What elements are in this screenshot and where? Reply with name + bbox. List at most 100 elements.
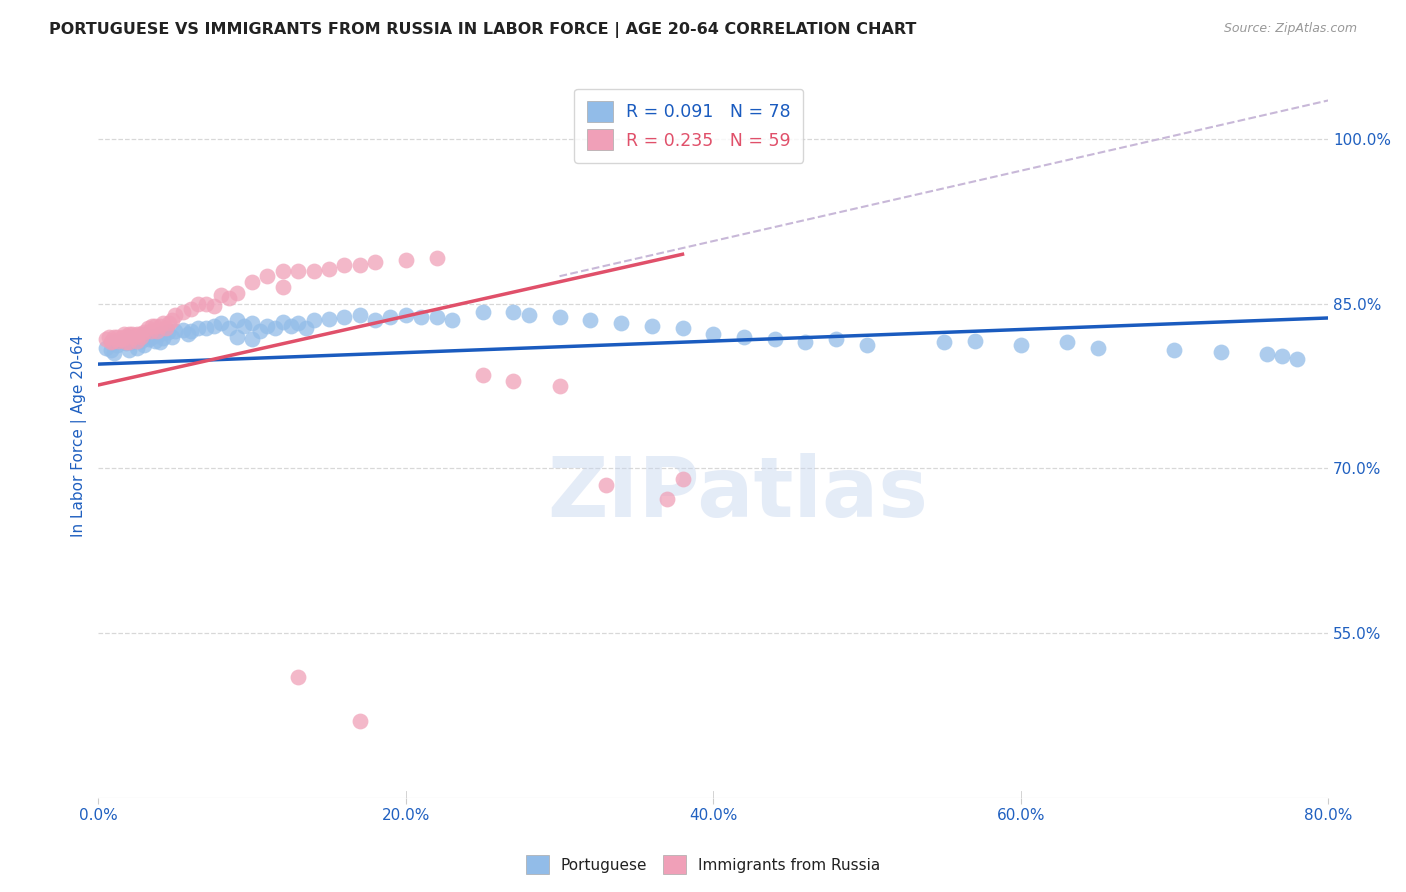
Point: [595, 478, 617, 492]
Point: [143, 318, 166, 333]
Point: [349, 308, 371, 322]
Point: [240, 317, 263, 331]
Point: [548, 310, 571, 324]
Point: [187, 296, 209, 310]
Point: [149, 335, 172, 350]
Point: [318, 312, 340, 326]
Point: [122, 329, 145, 343]
Point: [471, 368, 494, 383]
Point: [333, 310, 356, 324]
Point: [225, 313, 247, 327]
Point: [280, 318, 302, 333]
Point: [1010, 338, 1032, 352]
Point: [287, 264, 309, 278]
Point: [349, 714, 371, 728]
Point: [111, 329, 134, 343]
Point: [1087, 341, 1109, 355]
Point: [302, 313, 325, 327]
Point: [172, 323, 194, 337]
Point: [143, 334, 166, 348]
Point: [98, 329, 121, 343]
Point: [425, 310, 447, 324]
Point: [579, 313, 602, 327]
Point: [131, 329, 153, 343]
Point: [160, 329, 183, 343]
Point: [136, 321, 159, 335]
Point: [271, 315, 294, 329]
Point: [671, 321, 693, 335]
Point: [180, 324, 202, 338]
Point: [125, 341, 148, 355]
Point: [249, 324, 271, 338]
Point: [1256, 347, 1278, 361]
Text: PORTUGUESE VS IMMIGRANTS FROM RUSSIA IN LABOR FORCE | AGE 20-64 CORRELATION CHAR: PORTUGUESE VS IMMIGRANTS FROM RUSSIA IN …: [49, 22, 917, 38]
Point: [115, 336, 138, 351]
Point: [225, 329, 247, 343]
Point: [548, 379, 571, 393]
Point: [134, 327, 156, 342]
Point: [125, 327, 148, 342]
Point: [702, 327, 724, 342]
Point: [233, 318, 256, 333]
Point: [1271, 350, 1294, 364]
Point: [1286, 351, 1309, 366]
Point: [517, 308, 540, 322]
Point: [264, 321, 287, 335]
Point: [125, 334, 148, 348]
Point: [256, 318, 278, 333]
Point: [121, 327, 143, 342]
Point: [107, 334, 129, 348]
Point: [94, 332, 117, 346]
Point: [202, 318, 225, 333]
Point: [94, 341, 117, 355]
Point: [149, 327, 172, 342]
Text: ZIPatlas: ZIPatlas: [547, 453, 928, 534]
Point: [610, 317, 633, 331]
Point: [440, 313, 463, 327]
Point: [1163, 343, 1185, 357]
Point: [121, 335, 143, 350]
Point: [105, 329, 128, 343]
Point: [287, 317, 309, 331]
Point: [471, 305, 494, 319]
Point: [145, 324, 167, 338]
Point: [103, 346, 125, 360]
Point: [141, 329, 163, 343]
Point: [671, 473, 693, 487]
Point: [157, 317, 180, 331]
Point: [318, 261, 340, 276]
Point: [502, 305, 524, 319]
Point: [502, 374, 524, 388]
Point: [105, 338, 128, 352]
Point: [110, 334, 132, 348]
Point: [963, 334, 986, 348]
Point: [240, 332, 263, 346]
Point: [125, 332, 148, 346]
Point: [425, 251, 447, 265]
Point: [395, 308, 418, 322]
Point: [364, 255, 387, 269]
Point: [100, 335, 122, 350]
Point: [655, 492, 678, 507]
Point: [271, 264, 294, 278]
Text: Source: ZipAtlas.com: Source: ZipAtlas.com: [1223, 22, 1357, 36]
Point: [209, 288, 232, 302]
Point: [131, 334, 153, 348]
Point: [240, 275, 263, 289]
Point: [380, 310, 402, 324]
Point: [180, 302, 202, 317]
Point: [1056, 335, 1078, 350]
Point: [395, 252, 418, 267]
Point: [160, 313, 183, 327]
Point: [733, 329, 755, 343]
Point: [103, 329, 125, 343]
Point: [134, 338, 156, 352]
Point: [165, 308, 187, 322]
Point: [1209, 345, 1232, 359]
Point: [794, 335, 817, 350]
Point: [139, 324, 162, 338]
Point: [114, 327, 136, 342]
Point: [100, 343, 122, 357]
Point: [115, 329, 138, 343]
Point: [118, 343, 141, 357]
